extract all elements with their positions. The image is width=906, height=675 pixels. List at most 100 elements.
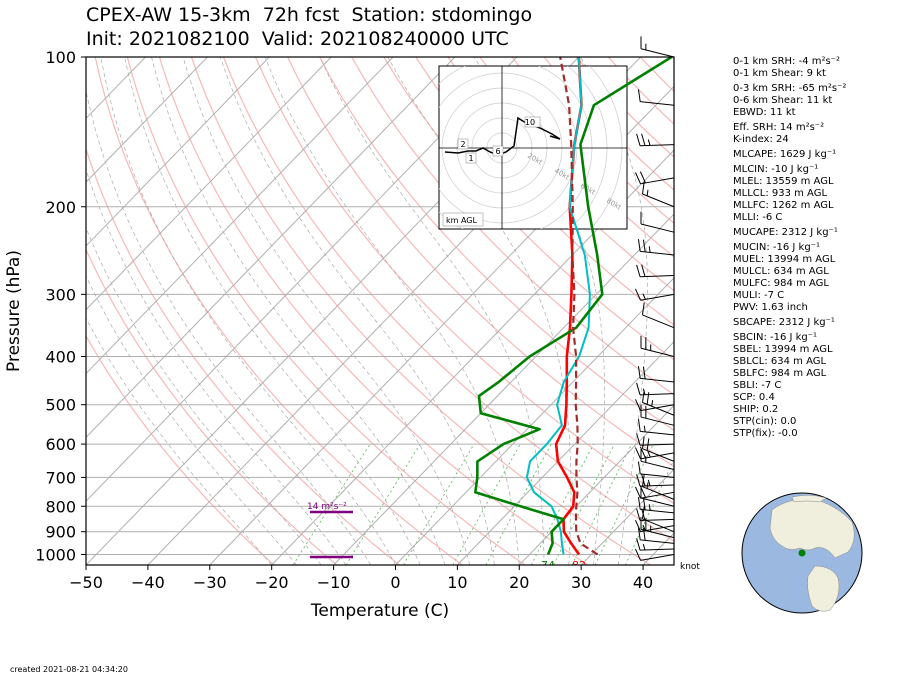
dry-adiabat — [383, 57, 674, 361]
index-line: SCP: 0.4 — [733, 392, 775, 403]
wind-barb — [641, 302, 675, 329]
wind-barb — [636, 433, 675, 446]
moist-adiabat — [86, 168, 347, 565]
globe-greenland — [791, 495, 827, 503]
y-tick-label: 400 — [45, 348, 76, 367]
isotherm — [86, 57, 518, 502]
surface-temperature-label: 82 — [572, 559, 586, 572]
parcel-line — [559, 57, 599, 556]
x-tick-label: 10 — [447, 573, 467, 592]
y-tick-label: 100 — [45, 48, 76, 67]
wind-barb — [635, 520, 675, 533]
indices-panel: 0-1 km SRH: -4 m²s⁻² 0-1 km Shear: 9 kt 0-… — [733, 56, 846, 440]
globe-locator — [741, 492, 863, 614]
index-line: MLLCL: 933 m AGL — [733, 188, 828, 199]
index-line: MLCAPE: 1629 J kg⁻¹ — [733, 149, 837, 160]
wind-barb — [636, 473, 675, 487]
wind-barb — [641, 181, 675, 208]
index-line: SBCAPE: 2312 J kg⁻¹ — [733, 317, 835, 328]
y-tick-label: 200 — [45, 198, 76, 217]
x-tick-label: 40 — [633, 573, 653, 592]
wind-barb — [636, 382, 675, 396]
y-tick-label: 900 — [45, 523, 76, 542]
moist-adiabat — [86, 89, 371, 565]
wind-barb — [636, 264, 675, 278]
x-tick-label: −30 — [193, 573, 227, 592]
y-tick-label: 500 — [45, 396, 76, 415]
mixing-ratio-line — [345, 443, 421, 565]
moist-adiabat — [182, 57, 471, 565]
hodograph-height-label: 6 — [495, 147, 500, 156]
moist-adiabat — [124, 57, 421, 565]
surface-dewpoint-label: 74 — [541, 559, 555, 572]
dry-adiabat — [254, 57, 674, 505]
index-line: 0-1 km SRH: -4 m²s⁻² — [733, 56, 840, 67]
y-tick-label: 300 — [45, 285, 76, 304]
moist-adiabat — [387, 57, 572, 565]
wind-barb — [637, 366, 675, 383]
wind-barb — [636, 538, 675, 551]
index-line: SBLI: -7 C — [733, 380, 782, 391]
dry-adiabat — [126, 57, 526, 565]
mixing-ratio-line — [403, 443, 475, 565]
wind-barb — [637, 497, 675, 514]
index-line: Eff. SRH: 14 m²s⁻² — [733, 122, 825, 133]
isotherm — [271, 149, 674, 565]
hodograph-trace — [444, 116, 561, 156]
isotherm — [86, 57, 208, 183]
dry-adiabat — [158, 57, 589, 565]
wind-barb — [635, 171, 675, 185]
index-line: SBLFC: 984 m AGL — [733, 368, 827, 379]
index-line: STP(fix): -0.0 — [733, 428, 798, 439]
y-tick-label: 800 — [45, 497, 76, 516]
created-timestamp: created 2021-08-21 04:34:20 — [10, 665, 128, 674]
index-line: MLLI: -6 C — [733, 212, 783, 223]
wind-barb — [636, 508, 675, 522]
moist-adiabat — [86, 275, 297, 565]
wind-barb — [640, 335, 675, 357]
x-tick-label: 20 — [509, 573, 529, 592]
effective-srh-label: 14 m²s⁻² — [307, 502, 347, 512]
moist-adiabat — [319, 57, 545, 565]
dry-adiabat — [190, 57, 651, 565]
index-line: MUCIN: -16 J kg⁻¹ — [733, 242, 820, 253]
dry-adiabat — [447, 57, 674, 292]
wind-barb — [637, 419, 675, 436]
isotherm — [518, 404, 674, 565]
x-tick-label: −40 — [131, 573, 165, 592]
dewpoint-line — [474, 57, 673, 555]
moist-adiabat — [219, 57, 495, 565]
y-tick-label: 700 — [45, 468, 76, 487]
index-line: MLCIN: -10 J kg⁻¹ — [733, 164, 819, 175]
moist-adiabat — [473, 57, 605, 565]
isotherm — [333, 213, 674, 565]
chart-title-line2: Init: 2021082100 Valid: 202108240000 UTC — [86, 28, 509, 50]
dry-adiabat — [86, 247, 338, 565]
x-tick-label: 0 — [390, 573, 400, 592]
dry-adiabat — [415, 57, 674, 326]
moist-adiabat — [151, 57, 446, 565]
index-line: MUEL: 13994 m AGL — [733, 254, 836, 265]
index-line: PWV: 1.63 inch — [733, 302, 808, 313]
hodograph-height-label: 10 — [525, 118, 535, 127]
dry-adiabat — [86, 334, 275, 565]
globe-south-america — [807, 565, 840, 612]
hodograph-height-label: 1 — [468, 154, 473, 163]
wind-barb — [637, 461, 675, 478]
index-line: EBWD: 11 kt — [733, 107, 796, 118]
wind-barb — [635, 446, 675, 460]
mixing-ratio-line — [625, 458, 674, 565]
globe-north-america — [769, 498, 855, 559]
mixing-ratio-line — [553, 443, 615, 565]
moist-adiabat — [100, 57, 396, 565]
wind-barb — [635, 485, 675, 499]
dry-adiabat — [86, 147, 400, 565]
wind-barb — [641, 474, 675, 500]
wind-unit-label: knot — [680, 562, 700, 572]
mixing-ratio-line — [452, 443, 521, 565]
index-line: SBCIN: -16 J kg⁻¹ — [733, 332, 818, 343]
isotherm — [86, 57, 456, 439]
hodograph-height-box — [465, 152, 477, 164]
